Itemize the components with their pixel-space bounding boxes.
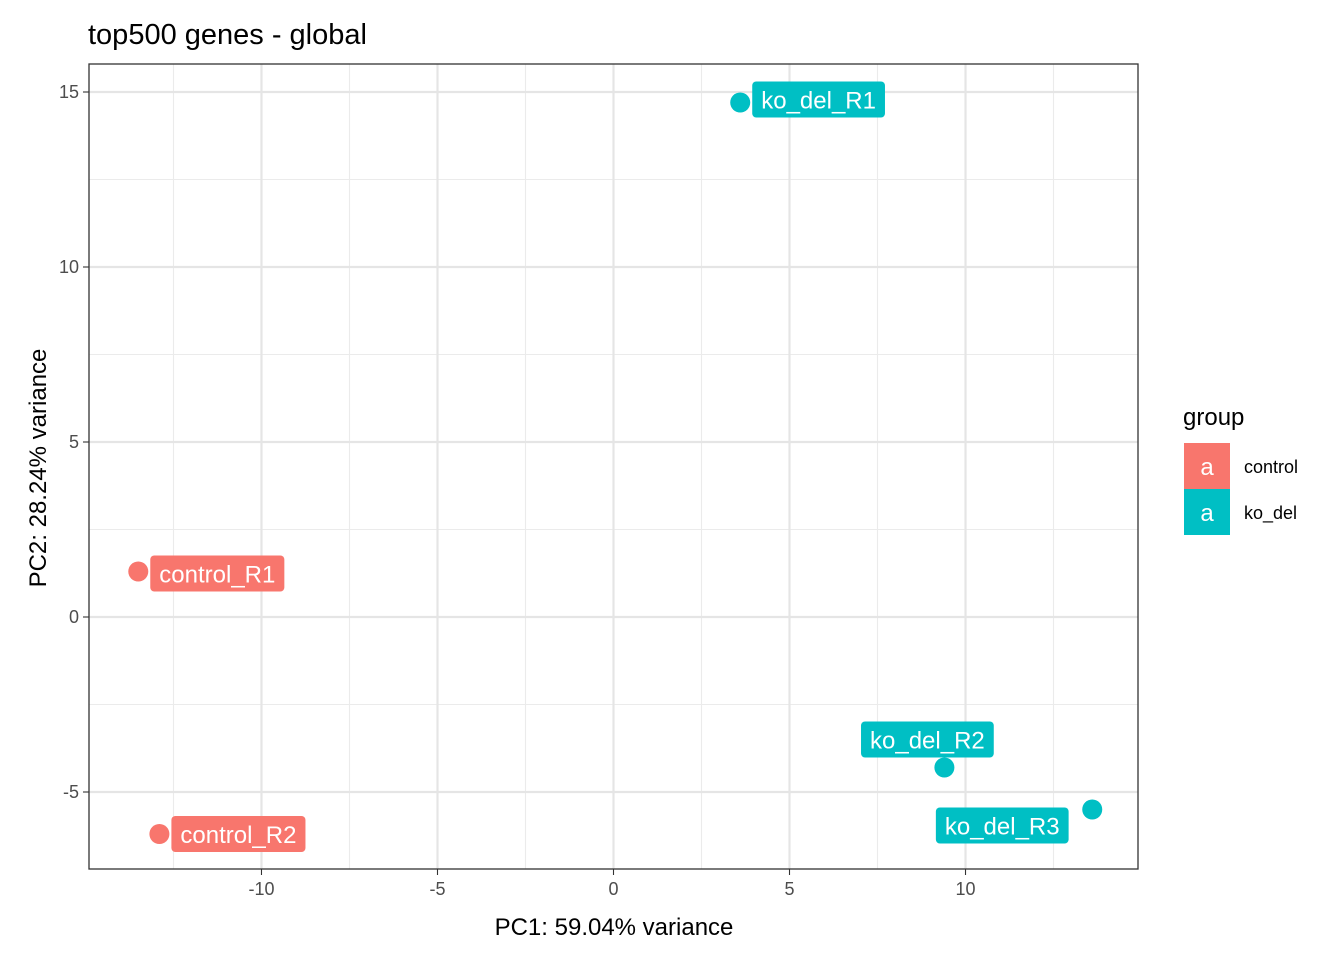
point-label-box: [861, 721, 994, 758]
legend-key-glyph: a: [1200, 500, 1214, 527]
point-label: control_R2: [180, 822, 296, 849]
legend-title: group: [1183, 404, 1244, 431]
x-tick-label: 10: [955, 879, 975, 899]
point-label: control_R1: [159, 562, 275, 589]
legend-key: [1184, 443, 1230, 489]
legend: group a control a ko_del: [1183, 404, 1298, 535]
y-axis-title: PC2: 28.24% variance: [25, 349, 52, 588]
point-label: ko_del_R3: [945, 814, 1060, 841]
legend-key: [1184, 489, 1230, 535]
point-label: ko_del_R1: [761, 88, 876, 115]
x-tick-label: -10: [248, 879, 274, 899]
point-label-box: [935, 807, 1069, 844]
point-label-box: [752, 81, 885, 118]
x-axis-title: PC1: 59.04% variance: [495, 914, 734, 941]
data-point: [730, 92, 751, 113]
plot-panel: control_R1 control_R2 ko_del_R1 ko_del_R2ko…: [88, 63, 1139, 870]
y-tick-label: 0: [69, 607, 79, 627]
legend-key-glyph: a: [1200, 454, 1214, 481]
x-tick-label: -5: [429, 879, 445, 899]
data-point: [128, 561, 149, 582]
y-tick-label: 15: [59, 82, 79, 102]
point-label-box: [150, 555, 285, 592]
point-label-box: [171, 816, 306, 852]
data-point: [1082, 799, 1103, 820]
legend-entry-label: ko_del: [1244, 503, 1297, 524]
x-tick-label: 5: [784, 879, 794, 899]
data-point: [149, 824, 170, 844]
chart-title: top500 genes - global: [88, 19, 367, 51]
point-label: ko_del_R2: [870, 728, 985, 755]
y-tick-label: -5: [63, 782, 79, 802]
legend-entry-label: control: [1244, 457, 1298, 477]
y-tick-label: 5: [69, 432, 79, 452]
x-tick-label: 0: [608, 879, 618, 899]
y-tick-label: 10: [59, 257, 79, 277]
data-point: [934, 757, 955, 778]
